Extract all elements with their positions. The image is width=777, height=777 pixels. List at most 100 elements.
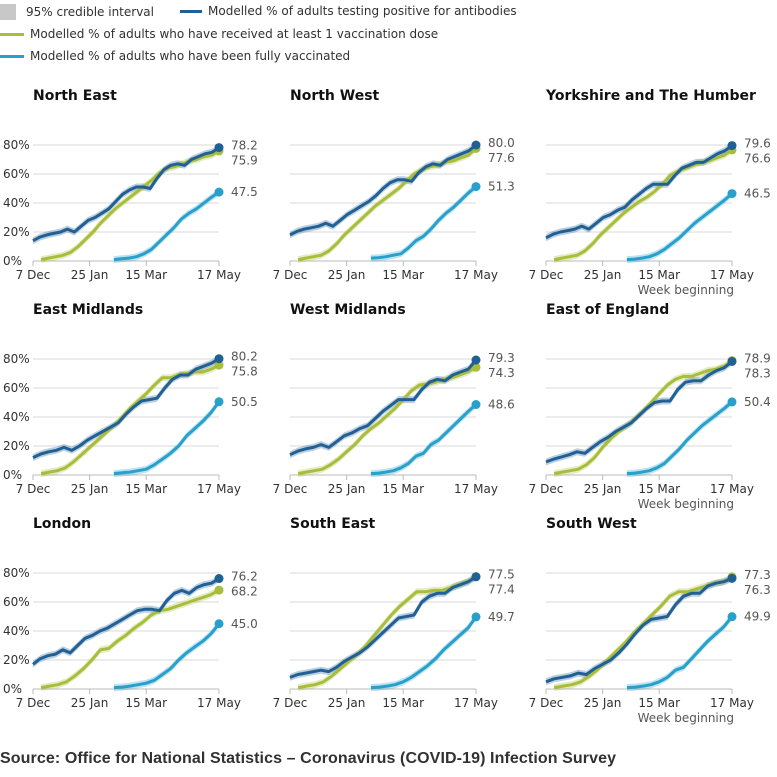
legend-label-dose1: Modelled % of adults who have received a… xyxy=(30,27,439,41)
x-tick-label: 15 Mar xyxy=(382,268,424,282)
x-tick-label: 15 Mar xyxy=(638,268,680,282)
y-tick-label: 60% xyxy=(3,595,30,609)
full-line xyxy=(113,400,221,476)
x-tick-label: 17 May xyxy=(710,696,754,710)
x-tick-label: 7 Dec xyxy=(273,268,308,282)
antibodies-ci-band xyxy=(33,144,219,245)
full-line xyxy=(370,616,478,690)
antibodies-line xyxy=(32,577,220,666)
legend-label-full: Modelled % of adults who have been fully… xyxy=(30,49,351,63)
antibodies-end-label: 76.3 xyxy=(744,583,771,597)
full-end-label: 45.0 xyxy=(231,617,258,631)
x-tick-label: 25 Jan xyxy=(584,268,622,282)
x-tick-label: 15 Mar xyxy=(382,482,424,496)
legend-item-ci: 95% credible interval xyxy=(0,4,154,20)
antibodies-line xyxy=(545,144,733,240)
legend-item-full: Modelled % of adults who have been fully… xyxy=(0,49,350,63)
x-tick-label: 15 Mar xyxy=(382,696,424,710)
x-tick-label: 7 Dec xyxy=(529,696,564,710)
antibodies-end-point xyxy=(727,356,737,366)
antibodies-end-point xyxy=(727,141,737,151)
y-tick-label: 0% xyxy=(3,682,22,696)
y-tick-label: 20% xyxy=(3,439,30,453)
full-ci-band xyxy=(370,401,476,478)
full-end-label: 50.4 xyxy=(744,395,771,409)
panel-title: South West xyxy=(546,516,637,532)
full-end-point xyxy=(214,397,224,407)
dose1-line xyxy=(40,588,220,690)
panel-chart: 0% 20% 40% 60% 80% 7 Dec 25 Jan 15 Mar 17 May 80.… xyxy=(3,350,258,496)
x-tick-label: 7 Dec xyxy=(16,482,51,496)
panel-title: West Midlands xyxy=(290,302,406,318)
full-ci-band xyxy=(370,613,476,692)
x-tick-label: 7 Dec xyxy=(16,268,51,282)
panel-north-east: North East 0% 20% 40% 60% 80% 7 Dec 25 Jan 15 Ma… xyxy=(0,80,260,295)
x-tick-label: 7 Dec xyxy=(273,482,308,496)
x-tick-label: 7 Dec xyxy=(529,482,564,496)
x-tick-label: 17 May xyxy=(197,696,241,710)
full-line xyxy=(370,403,477,476)
panel-title: North East xyxy=(33,88,117,104)
full-end-label: 46.5 xyxy=(744,187,771,201)
y-tick-label: 40% xyxy=(3,196,30,210)
antibodies-end-label: 79.3 xyxy=(488,351,515,365)
x-axis-label: Week beginning xyxy=(638,497,734,511)
ci-swatch-icon xyxy=(0,4,16,20)
dose1-ci-band xyxy=(41,147,219,264)
dose1-ci-band xyxy=(554,146,732,264)
antibodies-end-label: 79.6 xyxy=(744,137,771,151)
y-tick-label: 80% xyxy=(3,138,30,152)
panel-chart: 0% 20% 40% 60% 80% 7 Dec 25 Jan 15 Mar 17 May 76.… xyxy=(3,566,258,710)
antibodies-line xyxy=(32,357,220,459)
x-tick-label: 25 Jan xyxy=(584,482,622,496)
antibodies-line-icon xyxy=(180,9,202,13)
panel-title: North West xyxy=(290,88,380,104)
full-end-point xyxy=(471,182,481,192)
y-tick-label: 0% xyxy=(3,254,22,268)
dose1-end-label: 77.3 xyxy=(744,568,771,582)
antibodies-line xyxy=(289,575,477,679)
antibodies-line xyxy=(32,146,220,243)
x-tick-label: 15 Mar xyxy=(125,482,167,496)
y-tick-label: 60% xyxy=(3,167,30,181)
antibodies-line xyxy=(545,360,733,464)
full-end-point xyxy=(214,187,224,197)
x-tick-label: 7 Dec xyxy=(273,696,308,710)
y-tick-label: 0% xyxy=(3,468,22,482)
antibodies-line xyxy=(545,577,733,684)
full-end-point xyxy=(214,619,224,629)
y-tick-label: 80% xyxy=(3,566,30,580)
y-tick-label: 40% xyxy=(3,624,30,638)
panel-title: South East xyxy=(290,516,376,532)
full-end-label: 49.9 xyxy=(744,610,771,624)
x-tick-label: 25 Jan xyxy=(71,268,109,282)
full-end-point xyxy=(471,612,481,622)
panel-title: East Midlands xyxy=(33,302,144,318)
antibodies-line xyxy=(289,143,477,237)
x-tick-label: 25 Jan xyxy=(584,696,622,710)
full-line xyxy=(113,622,221,690)
dose1-line xyxy=(40,363,220,476)
panel-west-midlands: West Midlands 7 Dec 25 Jan 15 Mar 17 May 79.3… xyxy=(257,294,517,509)
dose1-line xyxy=(40,149,220,262)
full-end-point xyxy=(471,400,481,410)
panel-chart: 7 Dec 25 Jan 15 Mar 17 May 77.477.5 49.7 xyxy=(273,568,515,710)
x-tick-label: 15 Mar xyxy=(125,268,167,282)
panel-title: London xyxy=(33,516,92,532)
full-end-label: 49.7 xyxy=(488,610,515,624)
antibodies-end-point xyxy=(214,143,224,153)
antibodies-end-point xyxy=(214,574,224,584)
legend-item-dose1: Modelled % of adults who have received a… xyxy=(0,27,438,41)
x-tick-label: 17 May xyxy=(197,268,241,282)
panel-east-of-england: East of England 7 Dec 25 Jan 15 Mar 17 May We… xyxy=(513,294,773,511)
full-line xyxy=(626,192,733,262)
panel-yorkshire-and-the-humber: Yorkshire and The Humber 7 Dec 25 Jan 15 Ma… xyxy=(513,80,773,297)
full-end-label: 48.6 xyxy=(488,398,515,412)
antibodies-ci-band xyxy=(33,575,219,668)
legend-label-antibodies: Modelled % of adults testing positive fo… xyxy=(208,4,517,18)
x-tick-label: 17 May xyxy=(710,268,754,282)
x-tick-label: 25 Jan xyxy=(328,696,366,710)
dose1-end-label: 68.2 xyxy=(231,585,258,599)
x-tick-label: 25 Jan xyxy=(328,482,366,496)
x-tick-label: 17 May xyxy=(454,696,498,710)
